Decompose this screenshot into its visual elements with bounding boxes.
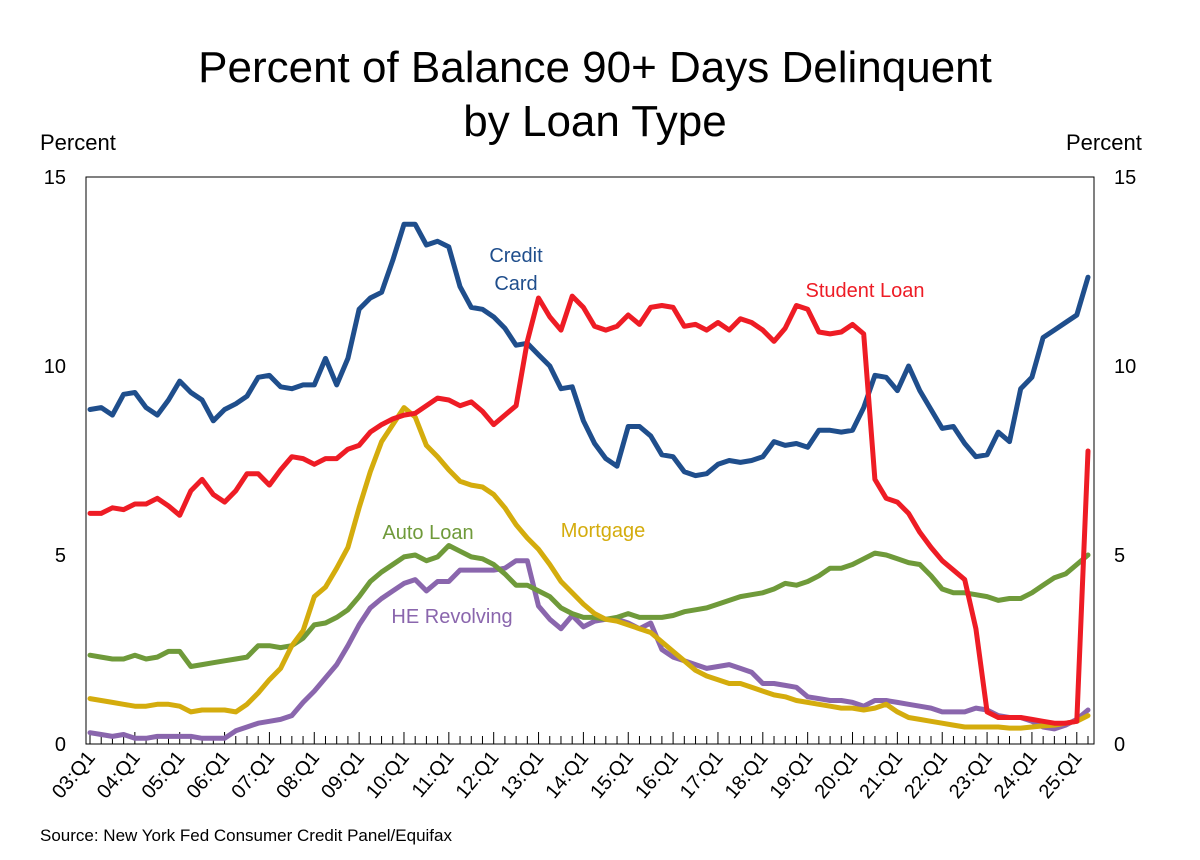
- y-tick-label-left: 5: [55, 545, 66, 567]
- x-ticks: 03:Q104:Q105:Q106:Q107:Q108:Q109:Q110:Q1…: [48, 732, 1089, 803]
- x-tick-label: 05:Q1: [138, 747, 190, 803]
- x-tick-label: 19:Q1: [766, 747, 818, 803]
- plot-frame: [85, 176, 1095, 745]
- chart-subtitle: by Loan Type: [463, 97, 727, 146]
- y-ticks-left: 0 5 10 15: [44, 167, 66, 756]
- source-note: Source: New York Fed Consumer Credit Pan…: [40, 826, 452, 845]
- x-tick-label: 21:Q1: [855, 747, 907, 803]
- series-labels: Credit Card Student Loan Mortgage Auto Loan H…: [382, 245, 924, 628]
- x-tick-label: 09:Q1: [317, 747, 369, 803]
- series-label-credit-card: Credit: [489, 245, 543, 267]
- y-tick-label-left: 0: [55, 734, 66, 756]
- series-label-mortgage: Mortgage: [561, 520, 646, 542]
- series-line-auto-loan: [87, 543, 1091, 669]
- y-tick-label-left: 15: [44, 167, 66, 189]
- y-tick-label-right: 15: [1114, 167, 1136, 189]
- series-lines: [87, 221, 1091, 741]
- chart-title: Percent of Balance 90+ Days Delinquent: [198, 43, 992, 92]
- series-label-he-revolving: HE Revolving: [391, 606, 512, 628]
- series-line-he-revolving: [87, 558, 1091, 741]
- x-tick-label: 24:Q1: [990, 747, 1042, 803]
- x-tick-label: 23:Q1: [945, 747, 997, 803]
- y-axis-label-left: Percent: [40, 130, 116, 155]
- y-tick-label-right: 0: [1114, 734, 1125, 756]
- x-tick-label: 08:Q1: [272, 747, 324, 803]
- series-line-credit-card: [87, 221, 1091, 479]
- x-tick-label: 22:Q1: [900, 747, 952, 803]
- x-tick-label: 20:Q1: [810, 747, 862, 803]
- series-label-auto-loan: Auto Loan: [382, 522, 473, 544]
- x-tick-label: 18:Q1: [721, 747, 773, 803]
- y-tick-label-right: 10: [1114, 356, 1136, 378]
- x-tick-label: 16:Q1: [631, 747, 683, 803]
- x-tick-label: 25:Q1: [1035, 747, 1087, 803]
- x-tick-label: 12:Q1: [452, 747, 504, 803]
- x-tick-label: 15:Q1: [586, 747, 638, 803]
- series-label-credit-card: Card: [494, 273, 537, 295]
- x-tick-label: 14:Q1: [541, 747, 593, 803]
- y-tick-label-right: 5: [1114, 545, 1125, 567]
- x-tick-label: 11:Q1: [408, 747, 459, 802]
- series-line-student-loan: [87, 293, 1091, 726]
- x-tick-label: 04:Q1: [93, 747, 145, 803]
- y-axis-label-right: Percent: [1066, 130, 1142, 155]
- x-tick-label: 07:Q1: [227, 747, 279, 803]
- x-tick-label: 13:Q1: [496, 747, 548, 803]
- x-tick-label: 06:Q1: [183, 747, 235, 803]
- y-ticks-right: 0 5 10 15: [1114, 167, 1136, 756]
- x-tick-label: 17:Q1: [676, 747, 728, 803]
- x-tick-label: 10:Q1: [362, 747, 414, 803]
- y-tick-label-left: 10: [44, 356, 66, 378]
- series-line-mortgage: [87, 405, 1091, 731]
- series-label-student-loan: Student Loan: [806, 280, 925, 302]
